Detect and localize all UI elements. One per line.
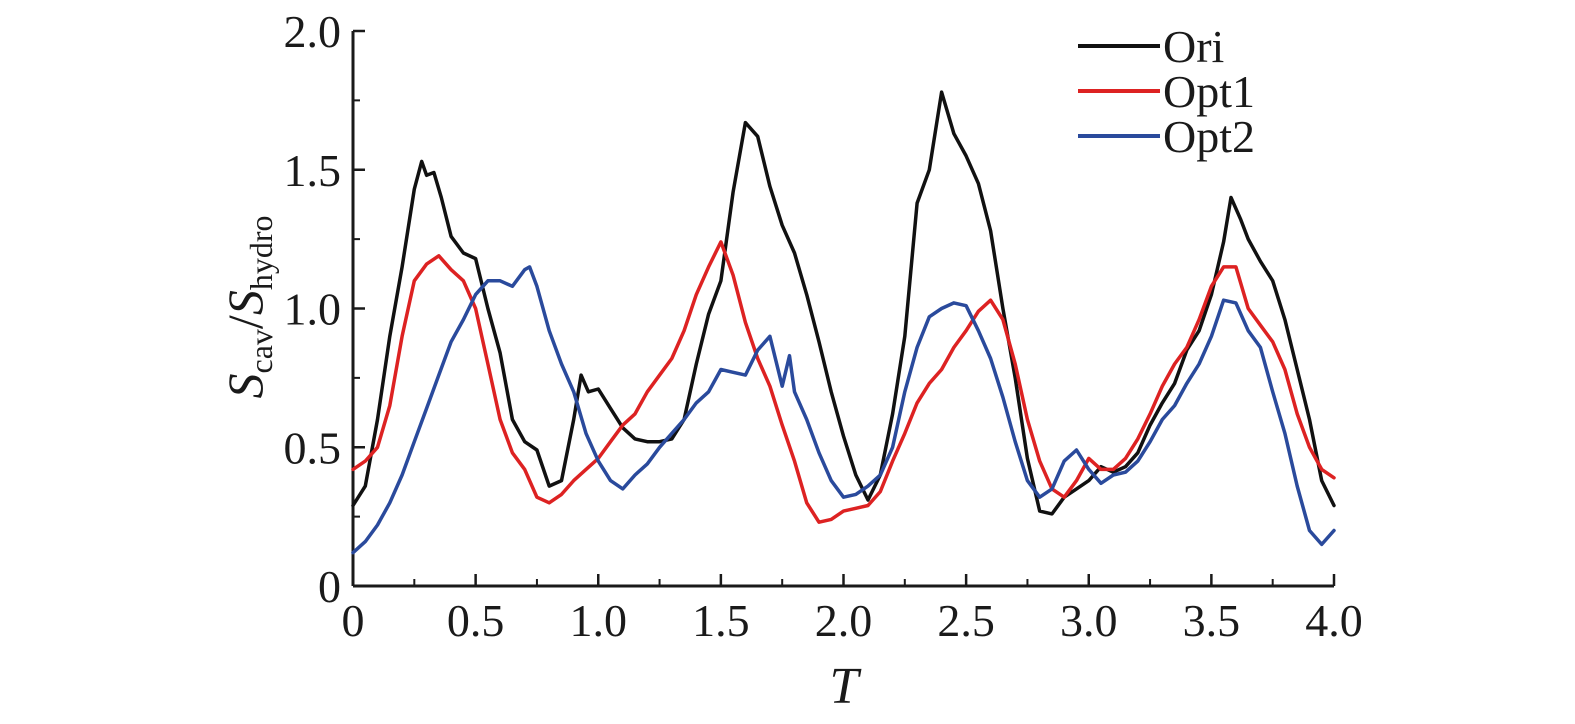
y-tick-label: 2.0 xyxy=(284,6,342,57)
x-tick-label: 1.0 xyxy=(570,595,628,646)
series-lines xyxy=(351,90,1336,555)
y-tick-label: 0 xyxy=(318,561,341,612)
legend-entry-ori: Ori xyxy=(1078,21,1224,72)
x-tick-label: 0 xyxy=(342,595,365,646)
x-tick-label: 0.5 xyxy=(447,595,505,646)
x-tick-label: 2.0 xyxy=(815,595,873,646)
series-line-ori xyxy=(351,90,1336,516)
y-tick-label: 1.0 xyxy=(284,284,342,335)
y-axis-title-num-sub: cav xyxy=(243,329,279,373)
y-axis-title-den-sub: hydro xyxy=(243,216,279,291)
y-tick-label: 0.5 xyxy=(284,422,342,473)
tick-labels: 0 0.5 1.0 1.5 2.0 0 0.5 1.0 1.5 2.0 2.5 3.0 3.5 4.0 xyxy=(284,6,1363,646)
legend-entry-opt2: Opt2 xyxy=(1078,111,1255,162)
y-axis-title: Scav/Shydro xyxy=(217,216,279,399)
x-tick-label: 1.5 xyxy=(692,595,750,646)
y-axis-title-slash: / xyxy=(217,315,273,329)
y-axis-title-base: S xyxy=(217,373,273,398)
axes xyxy=(351,29,1336,588)
x-axis-title: T xyxy=(830,658,862,715)
y-axis-title-den-base: S xyxy=(217,290,273,315)
x-tick-label: 3.0 xyxy=(1060,595,1118,646)
legend-label-ori: Ori xyxy=(1163,21,1224,72)
legend-label-opt1: Opt1 xyxy=(1163,66,1255,117)
x-tick-label: 2.5 xyxy=(937,595,995,646)
legend-entry-opt1: Opt1 xyxy=(1078,66,1255,117)
x-tick-label: 3.5 xyxy=(1183,595,1241,646)
legend: Ori Opt1 Opt2 xyxy=(1078,21,1255,162)
x-tick-label: 4.0 xyxy=(1305,595,1363,646)
y-tick-label: 1.5 xyxy=(284,145,342,196)
legend-label-opt2: Opt2 xyxy=(1163,111,1255,162)
series-line-opt2 xyxy=(351,265,1336,555)
series-line-opt1 xyxy=(351,240,1336,524)
